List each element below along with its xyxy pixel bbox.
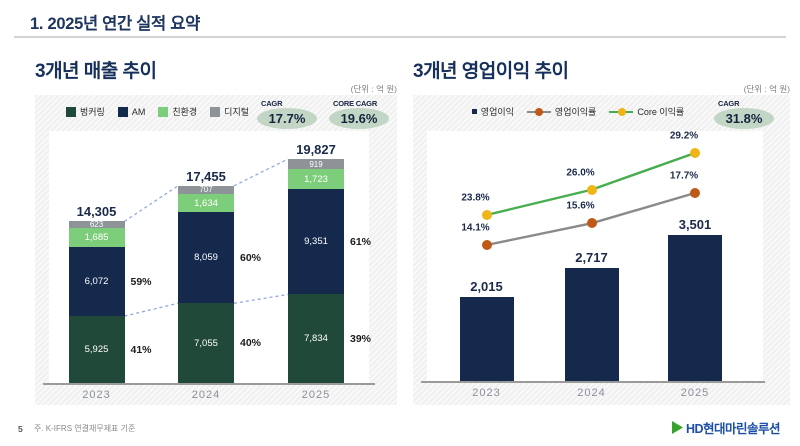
bar-segment: 919 [288, 159, 344, 170]
year-label: 2023 [472, 387, 501, 399]
lower-share-label: 41% [130, 343, 152, 356]
year-label: 2025 [301, 389, 331, 401]
revenue-legend: 벙커링 AM 친환경 디지털 [50, 105, 265, 118]
legend-label: 영업이익 [480, 107, 514, 117]
year-label: 2023 [82, 389, 111, 401]
profit-chart-title: 3개년 영업이익 추이 [413, 61, 569, 82]
legend-label: AM [131, 106, 146, 117]
bar-value-label: 2,015 [470, 278, 503, 294]
legend-line-marker [526, 107, 551, 116]
legend-item: AM [117, 106, 146, 117]
cagr-badge-value: 19.6% [329, 108, 389, 129]
page-title: 1. 2025년 연간 실적 요약 [30, 15, 200, 33]
upper-share-label: 60% [240, 251, 262, 264]
revenue-unit-label: (단위 : 억 원) [350, 84, 397, 94]
legend-swatch [158, 106, 169, 117]
page-number: 5 [18, 424, 23, 434]
cagr-badge-label: CAGR [718, 99, 740, 108]
legend-item: 벙커링 [65, 105, 105, 118]
legend-item: 영업이익률 [526, 105, 597, 118]
line-point-label: 23.8% [461, 192, 490, 204]
revenue-x-axis [43, 383, 375, 385]
bar-segment: 9,351 [288, 188, 344, 295]
legend-swatch [471, 109, 477, 114]
profit-unit-label: (단위 : 억 원) [743, 84, 790, 94]
legend-swatch [65, 106, 76, 117]
cagr-badge-value: 17.7% [257, 108, 317, 129]
bar-segment: 7,834 [288, 294, 344, 383]
line-point-label: 29.2% [669, 130, 699, 142]
legend-label: 영업이익률 [554, 107, 597, 117]
bar-segment: 623 [68, 220, 125, 229]
bar-segment: 8,059 [178, 212, 234, 304]
line-marker-dot [586, 218, 597, 229]
cagr-badge-value: 31.8% [714, 108, 774, 129]
upper-share-label: 59% [130, 275, 152, 288]
legend-item: Core 이익률 [609, 105, 684, 118]
bar-segment: 1,723 [288, 169, 344, 189]
line-marker-dot [690, 188, 700, 198]
bar-segment: 6,072 [68, 247, 125, 317]
bar-segment: 707 [178, 185, 234, 194]
line-marker-dot [481, 210, 492, 220]
bar-segment: 1,634 [178, 193, 234, 213]
line-point-label: 17.7% [669, 170, 699, 182]
legend-label: 디지털 [224, 107, 250, 117]
legend-label: 친환경 [172, 107, 198, 117]
legend-label: Core 이익률 [637, 107, 685, 117]
revenue-cagr-badges: CAGR 17.7% CORE CAGR 19.6% [257, 99, 389, 129]
revenue-chart-layer: 5,925 6,072 1,685 623 14,305 59% 41% 2023 7,055 8… [35, 95, 397, 405]
cagr-badge: CAGR 17.7% [257, 99, 317, 129]
cagr-badge: CAGR 31.8% [714, 99, 774, 129]
legend-swatch [117, 106, 128, 117]
profit-x-axis [421, 381, 765, 383]
bar-segment: 7,055 [178, 303, 234, 383]
legend-dot [535, 107, 544, 116]
header-divider [14, 36, 786, 38]
logo-triangle-icon [671, 421, 683, 434]
legend-dot [617, 107, 626, 116]
lower-share-label: 40% [240, 337, 262, 350]
revenue-chart-panel: 벙커링 AM 친환경 디지털 CAGR 17.7% CORE CAGR 19.6% 5,92… [35, 95, 397, 405]
profit-legend: 영업이익 영업이익률 Core 이익률 [453, 105, 703, 118]
legend-label: 벙커링 [79, 107, 105, 117]
line-point-label: 15.6% [566, 200, 595, 212]
year-label: 2025 [680, 387, 710, 399]
bar-segment: 1,685 [68, 228, 125, 248]
cagr-badge-label: CAGR [261, 99, 283, 108]
bar-value-label: 3,501 [678, 217, 712, 232]
company-logo: HD현대마린솔루션 [671, 418, 781, 437]
legend-item: 디지털 [210, 105, 249, 118]
bar-total-label: 14,305 [76, 204, 117, 220]
bar [459, 296, 514, 381]
upper-share-label: 61% [350, 235, 372, 248]
bar [668, 235, 722, 381]
profit-cagr-badge: CAGR 31.8% [714, 99, 774, 129]
cagr-badge: CORE CAGR 19.6% [329, 99, 389, 129]
cagr-badge-label: CORE CAGR [333, 99, 378, 108]
line-point-label: 14.1% [461, 222, 490, 234]
year-label: 2024 [191, 389, 221, 401]
legend-item: 영업이익 [471, 105, 514, 118]
bar-total-label: 17,455 [186, 168, 226, 184]
year-label: 2024 [577, 387, 606, 399]
legend-item: 친환경 [158, 105, 197, 118]
bar [564, 267, 619, 381]
bar-segment: 5,925 [68, 316, 125, 383]
profit-chart-layer: 2,015 2023 2,717 2024 3,501 2025 14.1% 15.6% 17.… [413, 95, 790, 405]
line-marker-dot [481, 240, 492, 250]
legend-line-marker [609, 107, 634, 116]
legend-swatch [210, 106, 221, 117]
profit-chart-panel: 영업이익 영업이익률 Core 이익률 CAGR 31.8% 2,015 2023 2,7… [413, 95, 790, 405]
line-marker-dot [690, 148, 700, 158]
line-marker-dot [586, 184, 597, 195]
logo-text: HD현대마린솔루션 [685, 422, 781, 436]
bar-total-label: 19,827 [296, 142, 336, 157]
line-point-label: 26.0% [566, 167, 595, 179]
lower-share-label: 39% [350, 332, 372, 345]
bar-value-label: 2,717 [575, 249, 608, 265]
revenue-chart-title: 3개년 매출 추이 [35, 61, 157, 82]
footnote: 주. K-IFRS 연결재무제표 기준 [34, 424, 136, 433]
